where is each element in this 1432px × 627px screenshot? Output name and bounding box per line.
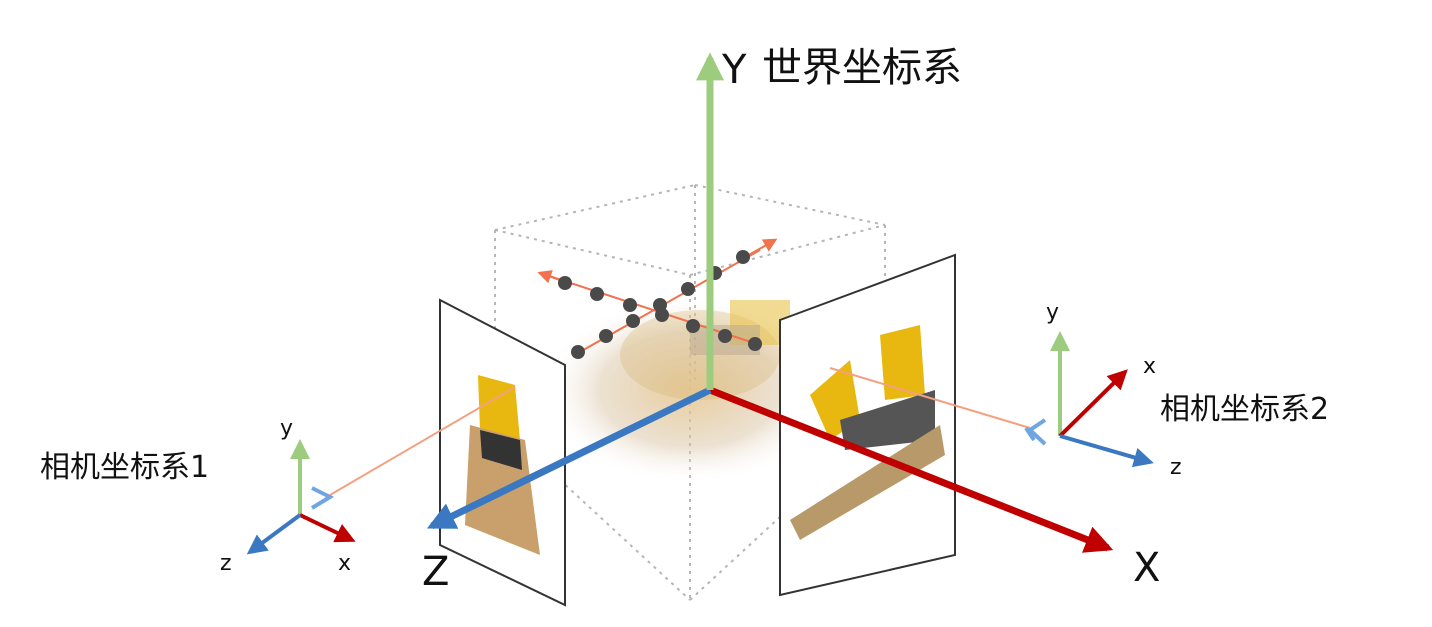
world-x-axis (708, 386, 1114, 553)
camera-rays (329, 367, 1031, 496)
camera-1-label: 相机坐标系1 (40, 450, 210, 485)
camera-1-z-label: z (220, 551, 232, 576)
camera-1-y-label: y (280, 416, 294, 441)
camera-1-x-label: x (338, 551, 352, 576)
camera-2-x-label: x (1143, 354, 1157, 379)
world-z-axis (426, 386, 712, 530)
world-title: 世界坐标系 (762, 45, 962, 91)
camera-2-icon (1026, 418, 1047, 446)
camera-2-z-label: z (1170, 455, 1182, 480)
world-y-label: Y (722, 47, 747, 93)
world-x-label: X (1133, 545, 1161, 591)
camera-1-frame (246, 439, 356, 555)
camera-2-label: 相机坐标系2 (1160, 392, 1330, 427)
camera-1-icon (310, 486, 335, 510)
camera-2-y-label: y (1046, 300, 1060, 325)
bulldozer-image-2 (790, 325, 945, 540)
world-z-label: Z (422, 549, 450, 595)
camera-2-frame (1024, 331, 1154, 468)
